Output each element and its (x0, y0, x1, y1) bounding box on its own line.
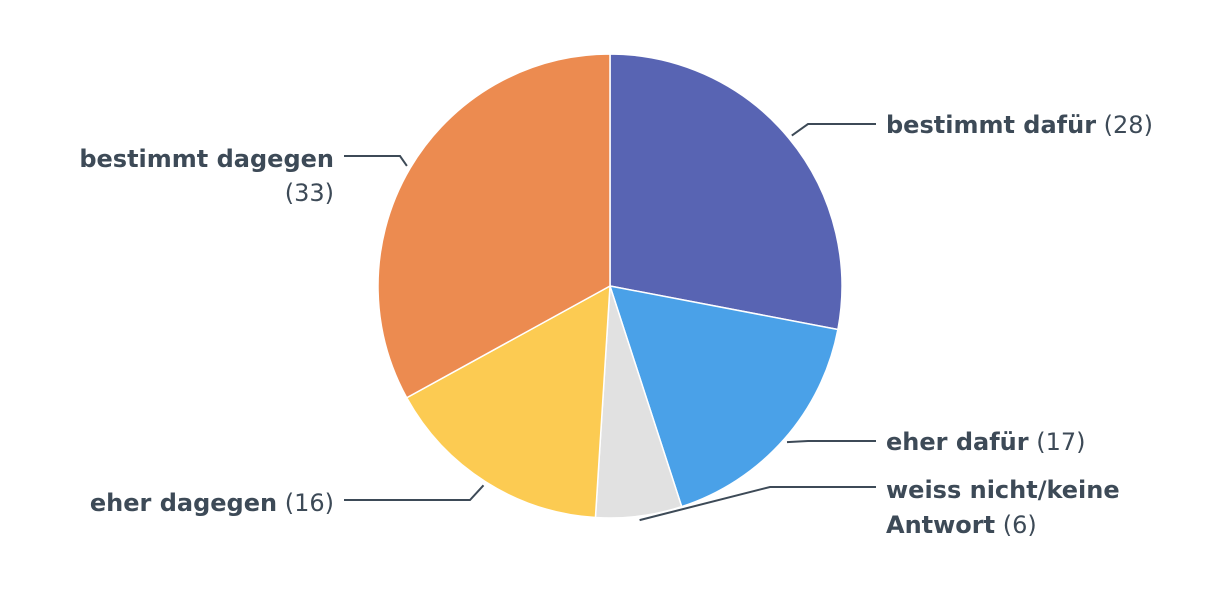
slice-count-bestimmt-dagegen: (33) (285, 179, 334, 207)
leader-line-bestimmt-dagegen (344, 155, 408, 167)
leader-line-weiss-nicht-keine-antwort (639, 486, 876, 522)
slice-label-bestimmt-dagegen-line-2: (33) (285, 179, 334, 207)
slice-count-eher-daf-r: (17) (1029, 428, 1086, 456)
leader-lines-layer (344, 123, 876, 522)
slice-label-bestimmt-dagegen-line-1: bestimmt dagegen (79, 145, 334, 173)
slice-count-weiss-nicht-keine-antwort: (6) (995, 511, 1037, 539)
slice-count-eher-dagegen: (16) (277, 489, 334, 517)
slice-label-bestimmt-daf-r: bestimmt dafür (28) (886, 111, 1153, 139)
slice-label-eher-dagegen: eher dagegen (16) (90, 489, 334, 517)
labels-layer: bestimmt dafür (28) eher dafür (17) weiss … (79, 111, 1153, 539)
pie-slice-bestimmt-daf-r (609, 53, 843, 331)
slices-layer (377, 53, 843, 519)
leader-line-eher-daf-r (786, 440, 876, 444)
slice-label-weiss-nicht-keine-antwort-line-2: Antwort (6) (886, 511, 1037, 539)
slice-label-eher-daf-r: eher dafür (17) (886, 428, 1085, 456)
pie-slice-eher-dagegen (405, 284, 611, 519)
slice-label-weiss-nicht-keine-antwort-line-1: weiss nicht/keine (886, 476, 1120, 504)
pie-slice-eher-daf-r (608, 285, 839, 508)
pie-slice-bestimmt-dagegen (377, 53, 611, 399)
leader-line-bestimmt-daf-r (791, 123, 876, 137)
leader-line-eher-dagegen (344, 484, 485, 501)
slice-count-bestimmt-daf-r: (28) (1096, 111, 1153, 139)
